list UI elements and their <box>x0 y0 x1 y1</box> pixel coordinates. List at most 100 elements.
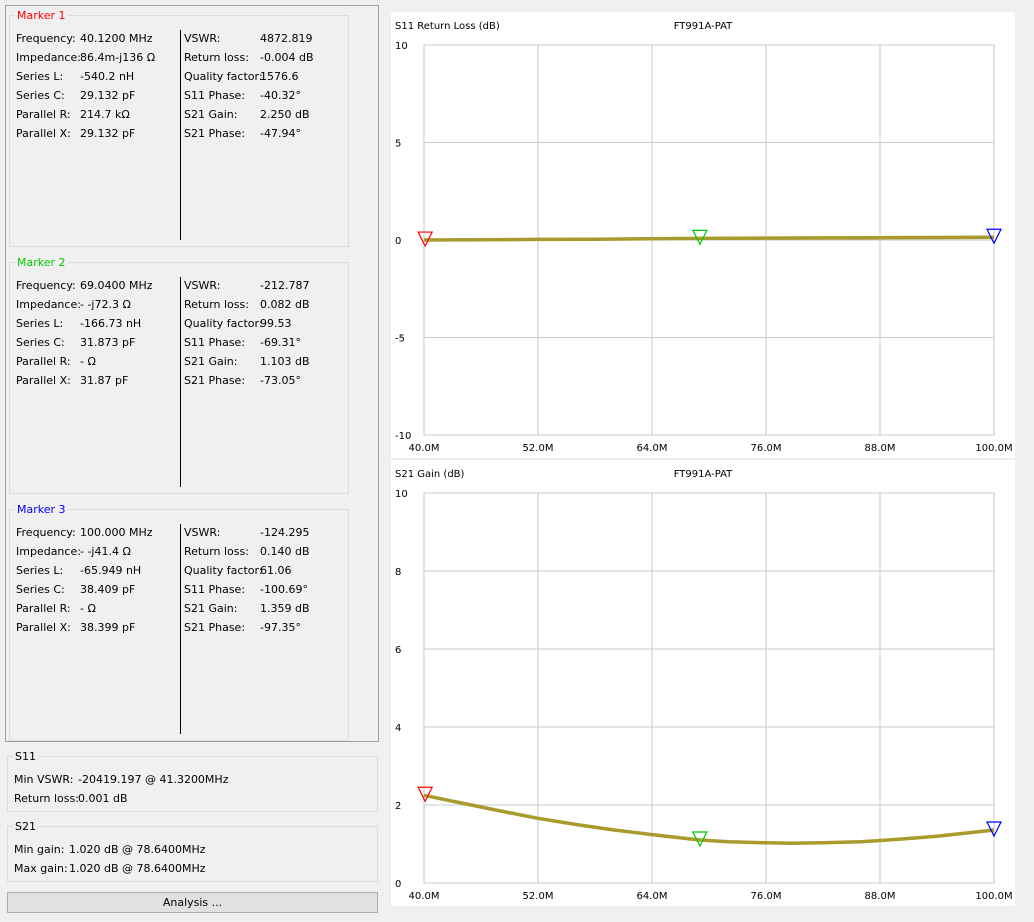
row-label: Quality factor: <box>184 564 263 577</box>
y-tick-label: 0 <box>395 236 401 247</box>
y-tick-label: 2 <box>395 801 401 812</box>
row-value: 214.7 kΩ <box>80 108 130 121</box>
row-label: VSWR: <box>184 279 221 292</box>
max-gain-label: Max gain: <box>14 862 68 875</box>
row-value: 100.000 MHz <box>80 526 153 539</box>
y-axis-label: S21 Gain (dB) <box>395 469 465 480</box>
row-label: Frequency: <box>16 526 76 539</box>
s21-chart-svg: S21 Gain (dB) FT991A-PAT 40.0M 52.0M 64.0M 76… <box>395 469 1013 902</box>
row-value: 4872.819 <box>260 32 313 45</box>
min-gain-value: 1.020 dB @ 78.6400MHz <box>69 843 206 856</box>
row-label: Parallel X: <box>16 127 71 140</box>
min-vswr-label: Min VSWR: <box>14 773 74 786</box>
row-value: 38.409 pF <box>80 583 136 596</box>
row-label: S21 Phase: <box>184 127 246 140</box>
x-tick-label: 88.0M <box>865 891 896 902</box>
y-tick-label: 5 <box>395 139 401 150</box>
y-tick-label: 0 <box>395 879 401 890</box>
marker-3-group: Marker 3 Frequency: 100.000 MHz Impedanc… <box>9 503 349 741</box>
row-value: - Ω <box>80 355 96 368</box>
s21-summary-title: S21 <box>13 820 38 833</box>
row-label: S21 Gain: <box>184 355 238 368</box>
min-vswr-value: -20419.197 @ 41.3200MHz <box>78 773 229 786</box>
x-tick-label: 40.0M <box>409 891 440 902</box>
row-label: Series L: <box>16 564 64 577</box>
row-label: Quality factor: <box>184 70 263 83</box>
row-value: -0.004 dB <box>260 51 314 64</box>
row-value: 61.06 <box>260 564 292 577</box>
marker-1-title: Marker 1 <box>15 9 68 22</box>
row-label: VSWR: <box>184 526 221 539</box>
row-label: Quality factor: <box>184 317 263 330</box>
s11-summary-title: S11 <box>13 750 38 763</box>
row-value: -166.73 nH <box>80 317 142 330</box>
row-value: 38.399 pF <box>80 621 136 634</box>
row-label: Return loss: <box>184 51 249 64</box>
s11-chart: S11 Return Loss (dB) FT991A-PAT 40.0M 52.0M… <box>391 12 1015 458</box>
s21-summary: S21 Min gain: 1.020 dB @ 78.6400MHz Max … <box>7 820 378 882</box>
row-label: S11 Phase: <box>184 336 246 349</box>
chart-title: FT991A-PAT <box>674 21 733 32</box>
y-axis-label: S11 Return Loss (dB) <box>395 21 500 32</box>
row-value: -540.2 nH <box>80 70 135 83</box>
row-value: 0.082 dB <box>260 298 310 311</box>
row-label: Return loss: <box>184 298 249 311</box>
marker-1-triangle <box>417 786 434 803</box>
x-tick-label: 52.0M <box>523 891 554 902</box>
return-loss-value: 0.001 dB <box>78 792 128 805</box>
row-value: 69.0400 MHz <box>80 279 153 292</box>
row-label: S11 Phase: <box>184 583 246 596</box>
row-value: -69.31° <box>260 336 301 349</box>
row-label: Parallel R: <box>16 602 71 615</box>
row-label: Parallel X: <box>16 621 71 634</box>
x-tick-label: 64.0M <box>637 891 668 902</box>
row-label: Frequency: <box>16 32 76 45</box>
row-label: Series C: <box>16 336 65 349</box>
s21-chart: S21 Gain (dB) FT991A-PAT 40.0M 52.0M 64.0M 76… <box>391 460 1015 906</box>
row-value: 1.103 dB <box>260 355 310 368</box>
row-label: S21 Phase: <box>184 621 246 634</box>
row-label: Return loss: <box>184 545 249 558</box>
y-tick-label: 10 <box>395 41 408 52</box>
row-value: 1576.6 <box>260 70 299 83</box>
y-tick-label: -10 <box>395 431 411 442</box>
row-value: 0.140 dB <box>260 545 310 558</box>
row-value: 1.359 dB <box>260 602 310 615</box>
row-value: 29.132 pF <box>80 89 136 102</box>
row-value: -65.949 nH <box>80 564 142 577</box>
marker-3-triangle <box>986 228 1002 245</box>
row-value: - Ω <box>80 602 96 615</box>
row-label: Impedance: <box>16 51 81 64</box>
y-tick-label: 6 <box>395 645 401 656</box>
s11-summary: S11 Min VSWR: -20419.197 @ 41.3200MHz Re… <box>7 750 378 812</box>
row-value: 31.87 pF <box>80 374 129 387</box>
x-tick-label: 76.0M <box>751 891 782 902</box>
row-label: Parallel R: <box>16 108 71 121</box>
return-loss-label: Return loss: <box>14 792 79 805</box>
x-tick-label: 88.0M <box>865 443 896 454</box>
analysis-button[interactable]: Analysis ... <box>7 892 378 913</box>
y-tick-label: 10 <box>395 489 408 500</box>
y-tick-label: -5 <box>395 334 405 345</box>
row-value: -97.35° <box>260 621 301 634</box>
series-line <box>423 793 995 845</box>
min-gain-label: Min gain: <box>14 843 65 856</box>
row-value: -47.94° <box>260 127 301 140</box>
row-label: S21 Phase: <box>184 374 246 387</box>
row-value: 86.4m-j136 Ω <box>80 51 156 64</box>
series-line <box>423 235 995 242</box>
row-value: -124.295 <box>260 526 310 539</box>
row-value: -212.787 <box>260 279 310 292</box>
marker-1-divider <box>180 30 181 240</box>
row-label: Impedance: <box>16 298 81 311</box>
row-value: 31.873 pF <box>80 336 136 349</box>
marker-2-triangle <box>691 229 708 246</box>
marker-3-title: Marker 3 <box>15 503 68 516</box>
row-label: Series L: <box>16 70 64 83</box>
row-label: Parallel X: <box>16 374 71 387</box>
row-value: 29.132 pF <box>80 127 136 140</box>
row-label: Series L: <box>16 317 64 330</box>
row-value: -73.05° <box>260 374 301 387</box>
marker-2-group: Marker 2 Frequency: 69.0400 MHz Impedanc… <box>9 256 349 494</box>
x-tick-label: 76.0M <box>751 443 782 454</box>
